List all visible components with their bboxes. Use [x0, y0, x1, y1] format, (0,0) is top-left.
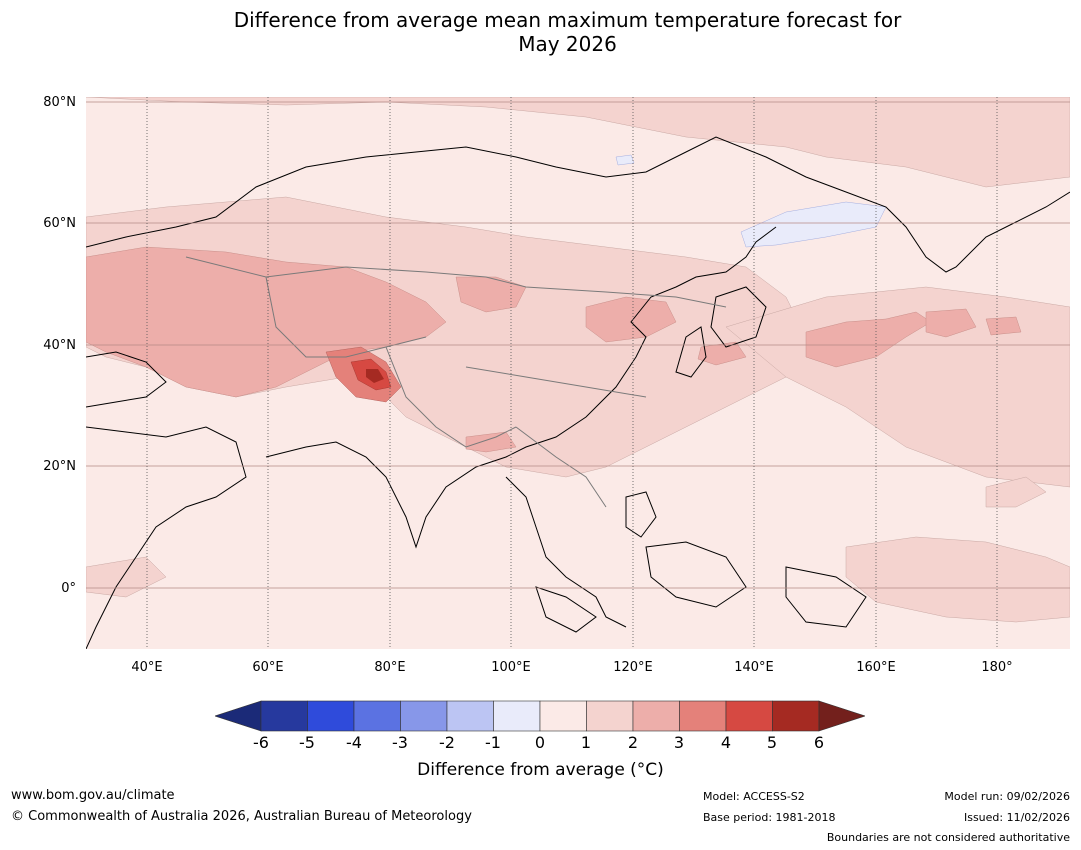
colorbar-cell [632, 700, 680, 732]
colorbar-cell [725, 700, 773, 732]
lon-label-60e: 60°E [252, 660, 284, 675]
lon-label-100e: 100°E [491, 660, 531, 675]
anomaly-band-5-6 [366, 369, 384, 383]
anomaly-band-2-3 [86, 246, 1022, 453]
colorbar-tick-3: 3 [673, 733, 685, 752]
colorbar-tick-4: 4 [720, 733, 732, 752]
lon-label-160e: 160°E [856, 660, 896, 675]
colorbar-label: Difference from average (°C) [417, 760, 664, 780]
lat-label-20n: 20°N [43, 459, 76, 474]
colorbar-cell [400, 700, 448, 732]
copyright-notice: © Commonwealth of Australia 2026, Austra… [11, 809, 472, 824]
colorbar-cell [307, 700, 355, 732]
title-line-2: May 2026 [518, 32, 617, 56]
colorbar-tick-neg1: -1 [485, 733, 501, 752]
colorbar-cell [586, 700, 634, 732]
base-period-info: Base period: 1981-2018 [703, 811, 836, 824]
title-line-1: Difference from average mean maximum tem… [233, 8, 902, 32]
colorbar-cell [446, 700, 494, 732]
lat-label-60n: 60°N [43, 216, 76, 231]
lon-label-180: 180° [981, 660, 1013, 675]
colorbar-cell [260, 700, 308, 732]
website-link[interactable]: www.bom.gov.au/climate [11, 788, 175, 803]
colorbar-tick-5: 5 [766, 733, 778, 752]
model-info: Model: ACCESS-S2 [703, 790, 805, 803]
colorbar-cells [260, 700, 820, 732]
coastlines [86, 136, 1070, 649]
lon-label-40e: 40°E [131, 660, 163, 675]
colorbar-cell [493, 700, 541, 732]
colorbar-tick-1: 1 [580, 733, 592, 752]
colorbar-cell [679, 700, 727, 732]
lon-label-120e: 120°E [613, 660, 653, 675]
colorbar-cell [539, 700, 587, 732]
lat-label-80n: 80°N [43, 95, 76, 110]
map-canvas [86, 97, 1070, 649]
colorbar-cell [772, 700, 820, 732]
lon-gridlines [146, 97, 998, 649]
colorbar-tick-neg6: -6 [253, 733, 269, 752]
colorbar-tick-neg3: -3 [392, 733, 408, 752]
lat-label-0: 0° [61, 581, 76, 596]
boundaries-disclaimer: Boundaries are not considered authoritat… [826, 831, 1070, 844]
lat-gridlines [86, 101, 1070, 589]
colorbar-cell [353, 700, 401, 732]
colorbar-tick-neg5: -5 [299, 733, 315, 752]
lon-label-80e: 80°E [374, 660, 406, 675]
lon-label-140e: 140°E [734, 660, 774, 675]
colorbar-tick-neg4: -4 [346, 733, 362, 752]
model-run-date: Model run: 09/02/2026 [944, 790, 1070, 803]
colorbar-tick-neg2: -2 [439, 733, 455, 752]
colorbar-over-triangle [818, 700, 865, 732]
lat-label-40n: 40°N [43, 338, 76, 353]
map-title: Difference from average mean maximum tem… [0, 8, 1081, 56]
colorbar [215, 700, 865, 732]
colorbar-tick-2: 2 [627, 733, 639, 752]
colorbar-under-triangle [215, 700, 262, 732]
colorbar-tick-0: 0 [534, 733, 546, 752]
anomaly-map [86, 97, 1070, 649]
colorbar-tick-6: 6 [813, 733, 825, 752]
issued-date: Issued: 11/02/2026 [963, 811, 1070, 824]
